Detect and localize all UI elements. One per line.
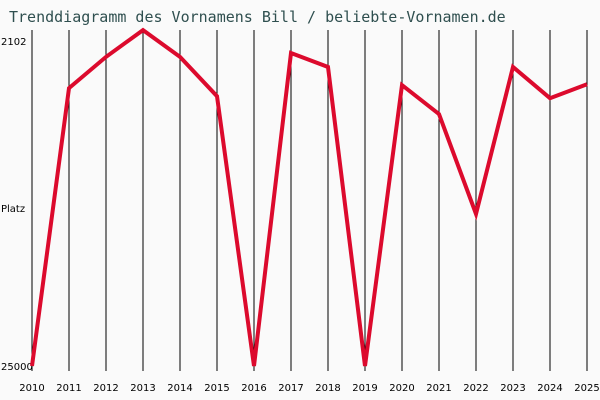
- x-tick-label: 2022: [463, 383, 488, 394]
- x-tick-label: 2024: [537, 383, 562, 394]
- chart-title: Trenddiagramm des Vornamens Bill / belie…: [9, 8, 506, 26]
- x-tick-label: 2018: [315, 383, 340, 394]
- x-tick-label: 2010: [19, 383, 44, 394]
- y-axis-label: Platz: [1, 204, 25, 215]
- x-tick-label: 2015: [204, 383, 229, 394]
- x-tick-label: 2021: [426, 383, 451, 394]
- x-tick-label: 2019: [352, 383, 377, 394]
- x-tick-label: 2023: [500, 383, 525, 394]
- x-tick-label: 2016: [241, 383, 266, 394]
- y-tick-label-top: 2102: [1, 37, 26, 48]
- x-tick-label: 2020: [389, 383, 414, 394]
- x-tick-label: 2013: [130, 383, 155, 394]
- x-tick-label: 2012: [93, 383, 118, 394]
- x-tick-label: 2014: [167, 383, 192, 394]
- x-tick-label: 2025: [574, 383, 599, 394]
- series-line: [30, 27, 588, 367]
- x-tick-label: 2017: [278, 383, 303, 394]
- y-tick-label-bottom: 25000: [1, 362, 33, 373]
- x-tick-label: 2011: [56, 383, 81, 394]
